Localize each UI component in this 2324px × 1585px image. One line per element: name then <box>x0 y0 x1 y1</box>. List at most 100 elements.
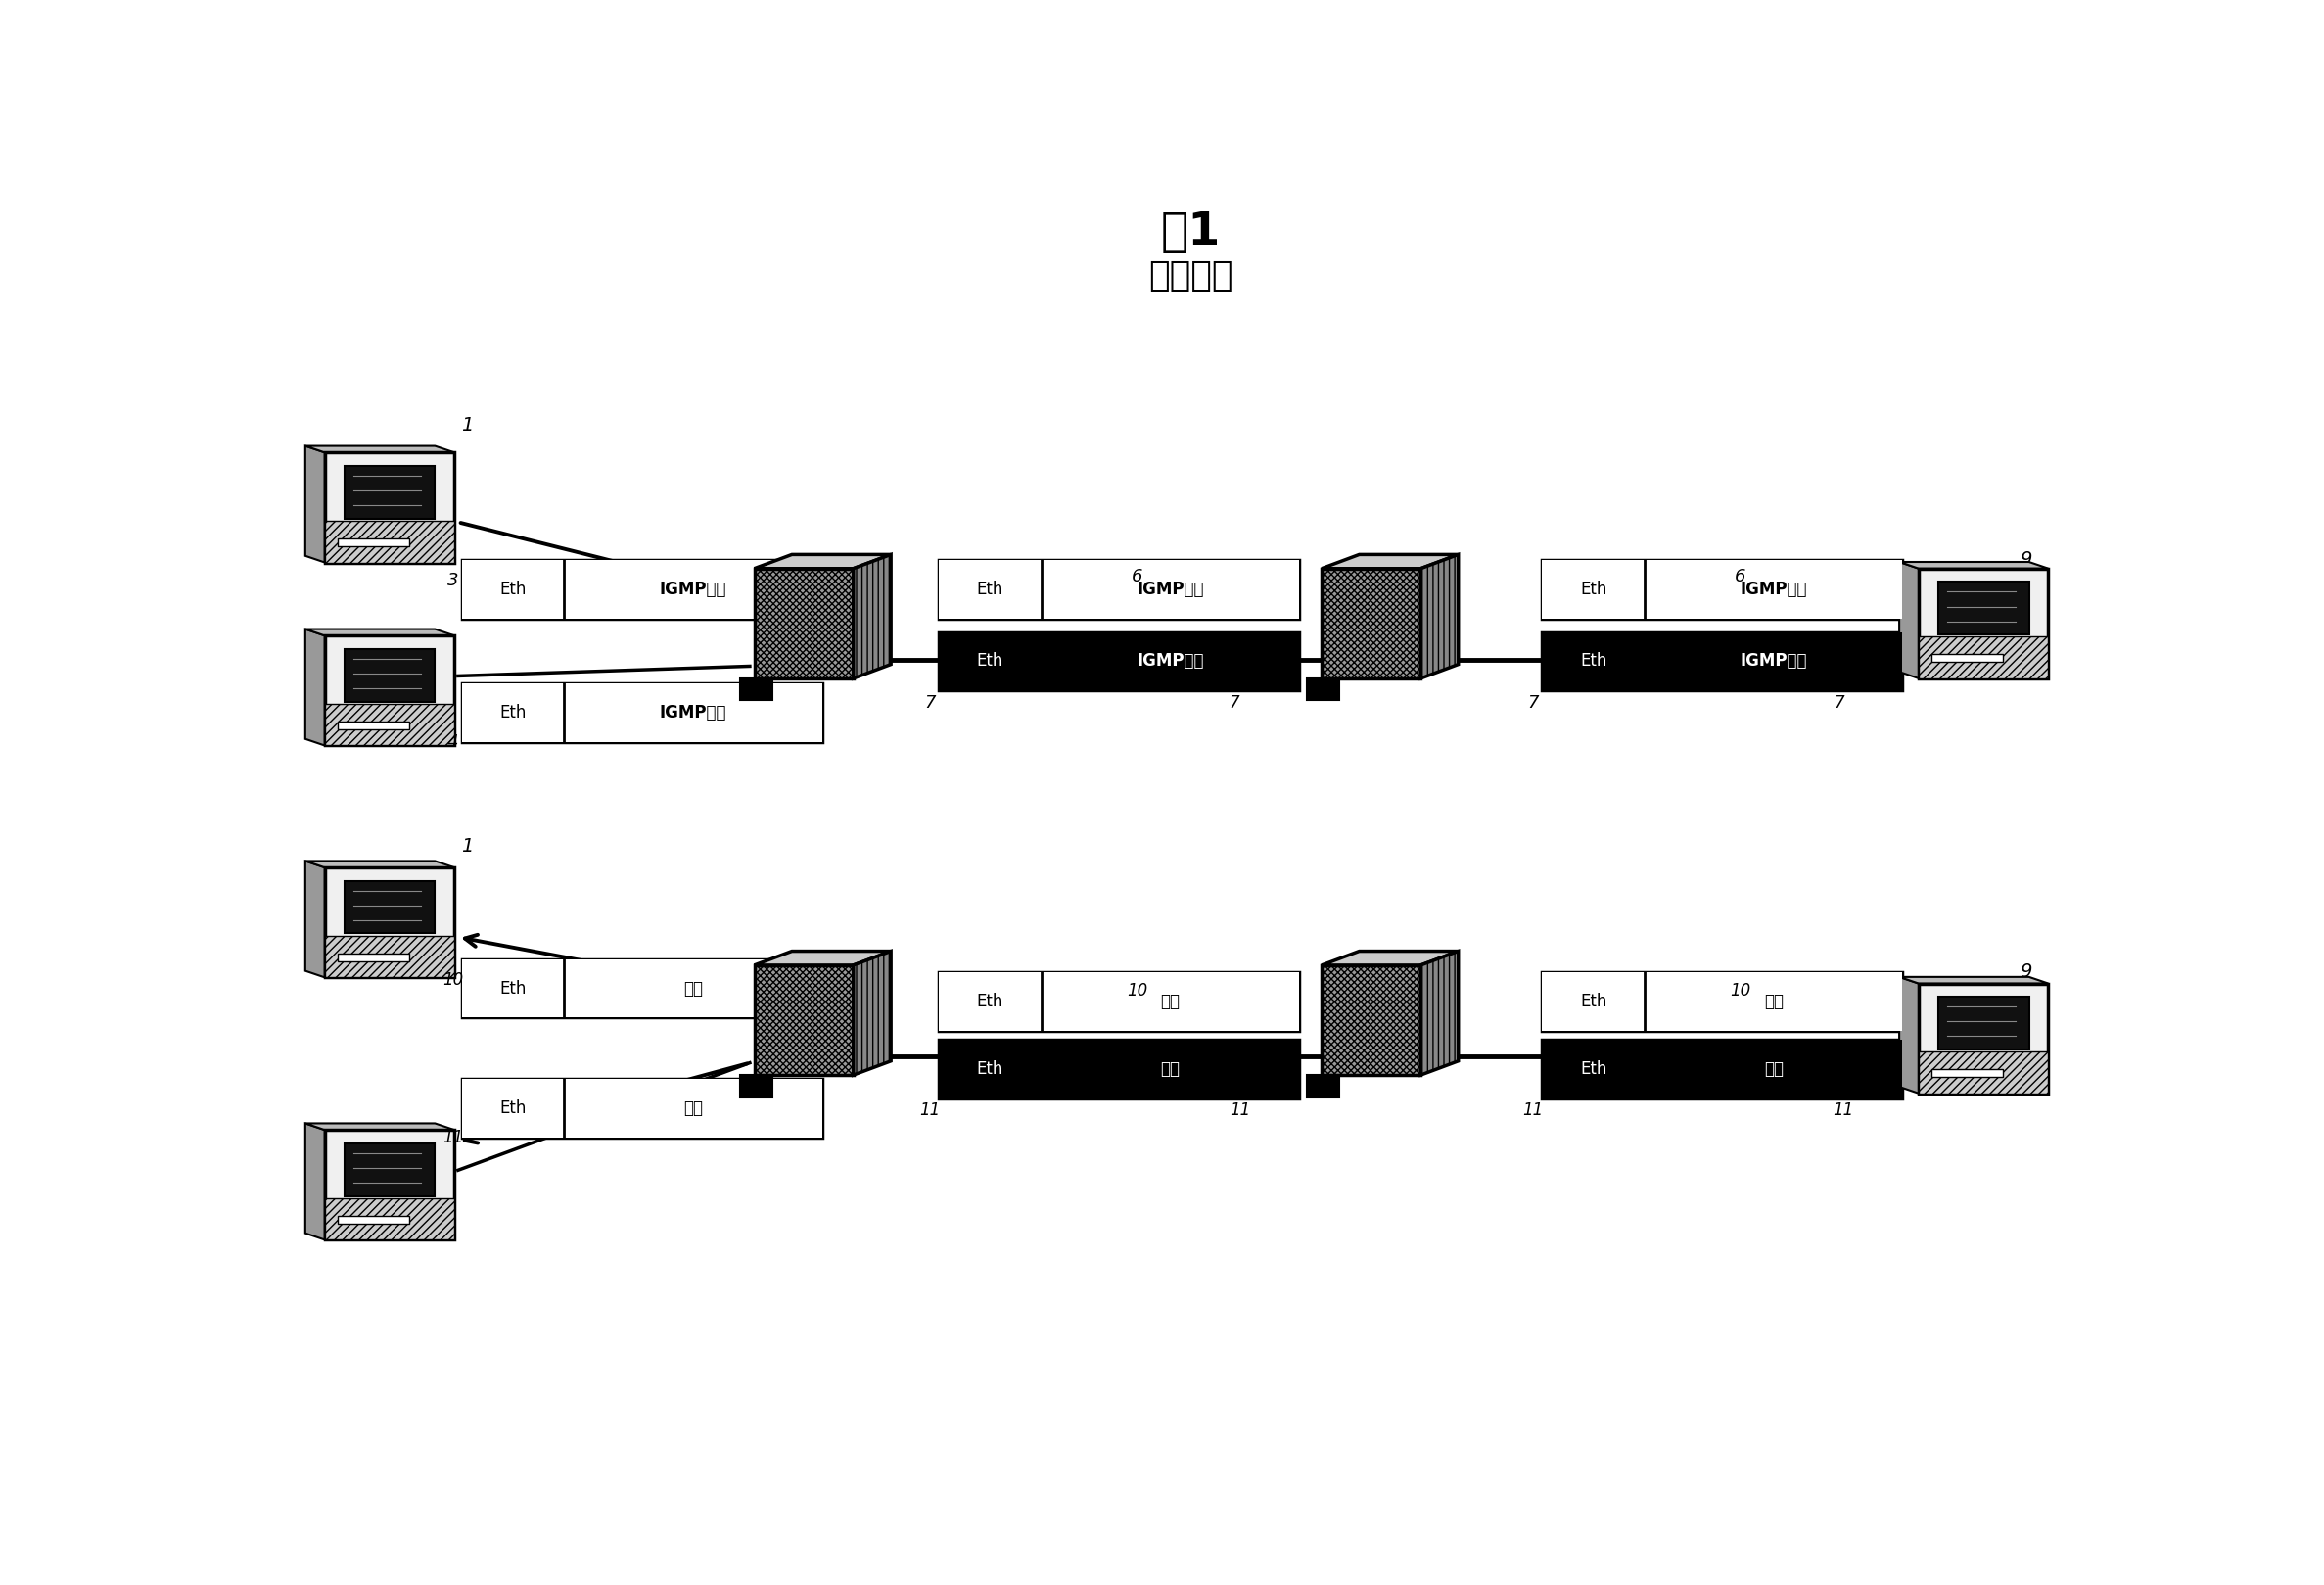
Bar <box>337 721 409 729</box>
Text: 9: 9 <box>2020 550 2031 569</box>
Bar <box>1645 973 1903 1032</box>
Polygon shape <box>1899 563 1920 678</box>
Polygon shape <box>1899 976 2047 983</box>
Bar <box>939 560 1041 618</box>
Bar <box>344 648 435 702</box>
Bar <box>325 1198 456 1239</box>
Bar <box>1041 1040 1299 1098</box>
Bar <box>1306 1075 1339 1097</box>
Text: 数据: 数据 <box>1764 1060 1783 1078</box>
Bar <box>939 632 1299 691</box>
Text: Eth: Eth <box>976 992 1004 1011</box>
Bar <box>1041 973 1299 1032</box>
Bar <box>1931 1070 2003 1076</box>
Bar <box>739 678 772 701</box>
Text: IGMP参加: IGMP参加 <box>1741 653 1808 670</box>
Bar <box>755 965 853 1075</box>
Bar <box>755 569 853 678</box>
Text: 2: 2 <box>337 650 349 669</box>
Text: 11: 11 <box>1229 1102 1250 1119</box>
Bar <box>939 632 1041 691</box>
Bar <box>565 560 823 618</box>
Bar <box>1920 637 2047 678</box>
Text: 5: 5 <box>846 972 858 989</box>
Polygon shape <box>1420 555 1459 678</box>
Text: Eth: Eth <box>500 704 525 721</box>
Bar <box>1543 1040 1903 1098</box>
Bar <box>462 560 565 618</box>
Bar <box>462 959 823 1018</box>
FancyBboxPatch shape <box>1920 983 2047 1094</box>
Bar <box>1543 1040 1645 1098</box>
Bar <box>1041 560 1299 618</box>
Polygon shape <box>304 445 456 453</box>
Bar <box>739 1075 772 1097</box>
Bar <box>565 959 823 1018</box>
Polygon shape <box>1420 951 1459 1075</box>
Bar <box>337 953 409 961</box>
Polygon shape <box>1899 976 1920 1094</box>
Text: IGMP参加: IGMP参加 <box>660 704 727 721</box>
Bar <box>939 560 1299 618</box>
Text: IGMP参加: IGMP参加 <box>1136 580 1204 598</box>
Text: Eth: Eth <box>1580 580 1606 598</box>
Polygon shape <box>304 1124 325 1239</box>
FancyBboxPatch shape <box>1920 569 2047 678</box>
Bar <box>1041 632 1299 691</box>
Text: 6: 6 <box>1734 569 1745 586</box>
Text: 1: 1 <box>462 415 474 434</box>
Bar <box>1543 973 1645 1032</box>
Bar <box>325 521 456 563</box>
Bar <box>337 1216 409 1224</box>
Polygon shape <box>1899 563 2047 569</box>
Text: IGMP参加: IGMP参加 <box>1741 580 1808 598</box>
Text: Eth: Eth <box>976 653 1004 670</box>
Bar <box>1543 632 1645 691</box>
Text: 10: 10 <box>1127 983 1148 1000</box>
Text: 7: 7 <box>1834 694 1845 712</box>
Polygon shape <box>304 861 325 978</box>
Text: Eth: Eth <box>500 1098 525 1117</box>
Bar <box>1938 997 2029 1049</box>
Bar <box>1938 582 2029 634</box>
Polygon shape <box>755 555 890 569</box>
Bar <box>462 959 565 1018</box>
Bar <box>1645 632 1903 691</box>
Text: 11: 11 <box>1834 1102 1855 1119</box>
Text: 数据: 数据 <box>683 980 702 997</box>
Bar <box>325 704 456 745</box>
Bar <box>939 973 1041 1032</box>
Bar <box>462 1079 565 1138</box>
Text: 图1: 图1 <box>1162 211 1220 255</box>
Polygon shape <box>304 445 325 563</box>
Bar <box>1543 560 1903 618</box>
Bar <box>462 683 565 742</box>
Bar <box>1543 632 1903 691</box>
Bar <box>1645 560 1903 618</box>
Text: Eth: Eth <box>1580 992 1606 1011</box>
Bar <box>1322 965 1420 1075</box>
Bar <box>462 560 823 618</box>
Text: 11: 11 <box>920 1102 941 1119</box>
Text: 10: 10 <box>442 972 462 989</box>
Text: 12: 12 <box>1406 972 1427 989</box>
FancyBboxPatch shape <box>325 867 456 978</box>
Bar <box>1322 569 1420 678</box>
Text: IGMP参加: IGMP参加 <box>1136 653 1204 670</box>
Bar <box>325 935 456 978</box>
Bar <box>337 539 409 545</box>
Text: 8: 8 <box>1411 556 1422 575</box>
Text: Eth: Eth <box>500 580 525 598</box>
Text: 3: 3 <box>446 572 458 590</box>
Polygon shape <box>304 861 456 867</box>
Text: 6: 6 <box>1132 569 1143 586</box>
Bar <box>565 683 823 742</box>
Text: 7: 7 <box>1229 694 1239 712</box>
Text: Eth: Eth <box>976 580 1004 598</box>
Text: Eth: Eth <box>500 980 525 997</box>
Text: Eth: Eth <box>1580 653 1606 670</box>
Bar <box>344 1143 435 1195</box>
Text: 9: 9 <box>2020 962 2031 981</box>
Bar <box>1543 560 1645 618</box>
Bar <box>1645 1040 1903 1098</box>
